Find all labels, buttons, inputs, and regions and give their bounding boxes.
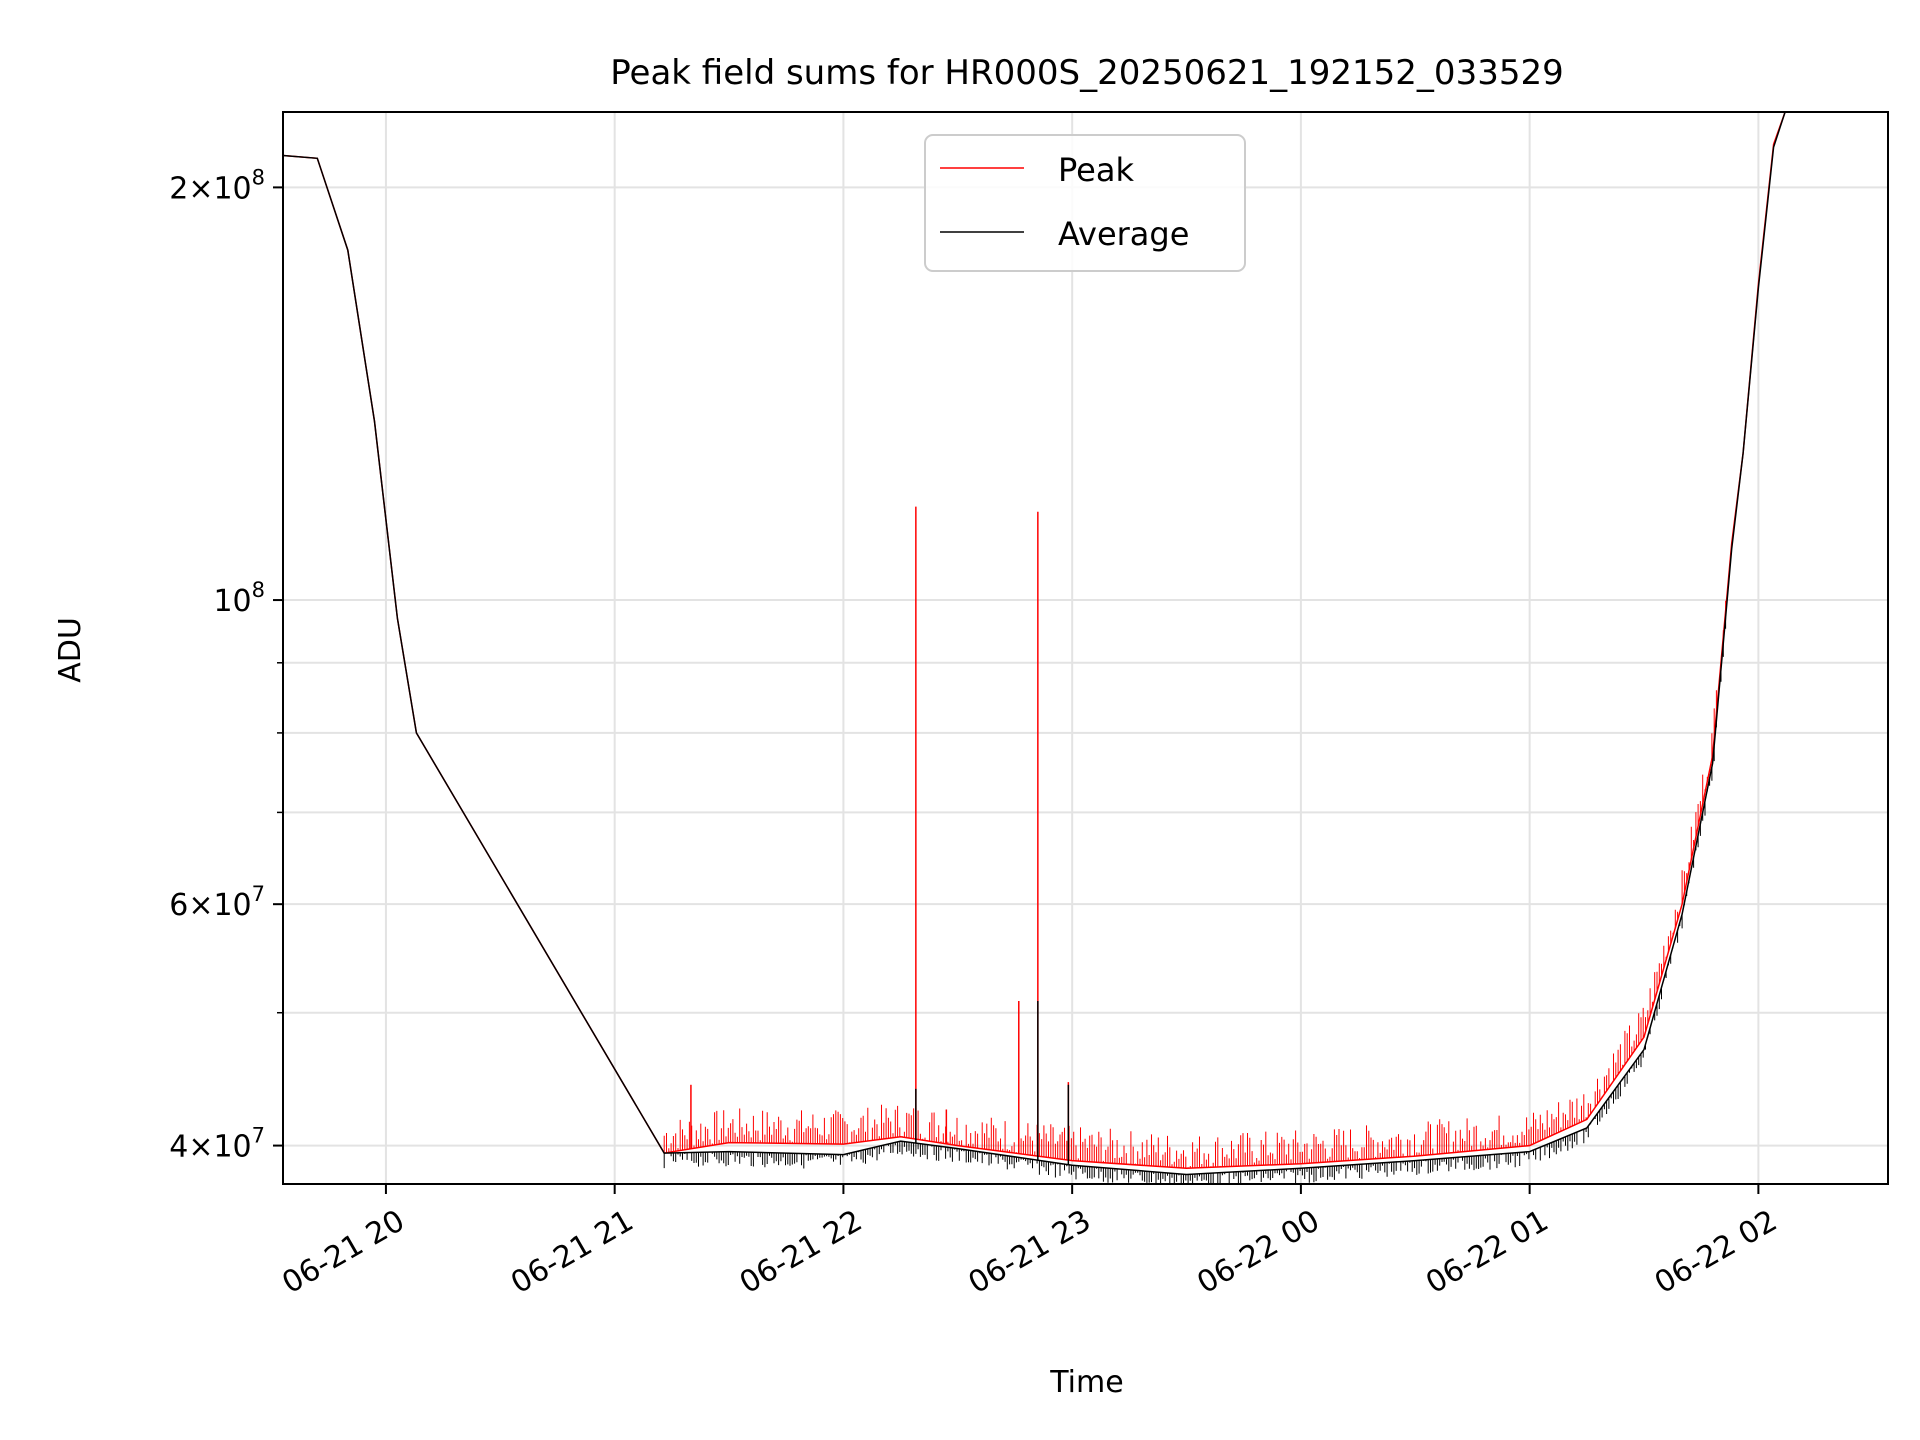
legend-box bbox=[924, 134, 1246, 272]
chart-title: Peak field sums for HR000S_20250621_1921… bbox=[610, 53, 1563, 93]
series-average bbox=[283, 112, 1786, 1184]
axes-frame bbox=[282, 111, 1889, 1185]
y-axis-label: ADU bbox=[53, 617, 88, 683]
y-tick-label: 2×108 bbox=[169, 165, 265, 206]
y-tick-label: 6×107 bbox=[169, 882, 265, 923]
legend-label-peak: Peak bbox=[1058, 151, 1134, 189]
y-tick-label: 4×107 bbox=[169, 1124, 265, 1165]
x-axis-label: Time bbox=[1049, 1365, 1123, 1400]
legend-label-average: Average bbox=[1058, 215, 1189, 253]
plot-area bbox=[283, 112, 1786, 1184]
series-noise-average bbox=[663, 617, 1727, 1184]
legend: Peak Average bbox=[924, 134, 1246, 272]
series-line-average bbox=[283, 112, 1786, 1176]
y-tick-label: 108 bbox=[213, 578, 265, 619]
